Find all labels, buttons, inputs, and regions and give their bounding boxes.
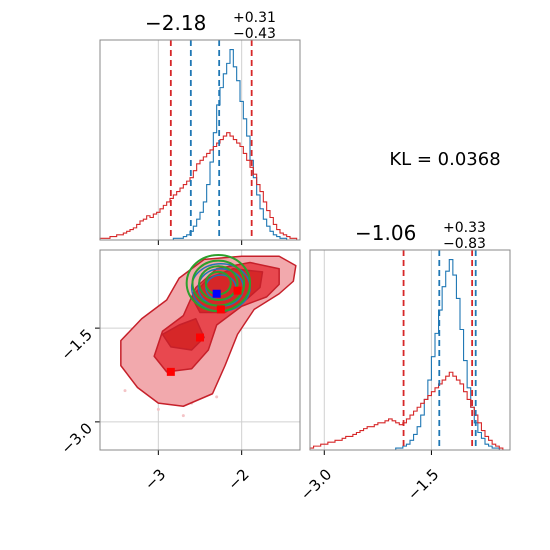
joint-y-tick-label: −3.0	[58, 419, 96, 457]
joint-sample-point	[156, 407, 160, 411]
y-marginal-title-minus: −0.83	[443, 236, 486, 252]
x-marginal-hist-series-1	[99, 132, 300, 241]
joint-red-marker	[233, 286, 242, 295]
joint-sample-point	[181, 414, 185, 418]
joint-frame	[99, 249, 301, 451]
x-marginal-title-minus: −0.43	[233, 26, 276, 42]
x-marginal-frame	[99, 39, 301, 241]
joint-red-marker	[196, 333, 204, 342]
y-marginal-hist-series-1	[309, 371, 510, 451]
y-marginal-title: −1.06	[355, 221, 416, 245]
joint-blue-marker	[212, 289, 221, 298]
joint-sample-point	[215, 395, 219, 399]
joint-x-tick-label: −3	[141, 465, 169, 493]
kl-annotation: KL = 0.0368	[389, 149, 500, 170]
y-marginal-tick-label: −1.5	[404, 465, 442, 503]
y-marginal-frame	[309, 249, 511, 451]
x-marginal-title: −2.18	[145, 11, 206, 35]
joint-red-marker	[216, 305, 225, 314]
y-marginal-tick-label: −3.0	[297, 465, 335, 503]
joint-red-marker	[166, 367, 175, 376]
joint-sample-point	[123, 389, 127, 393]
y-marginal-title-plus: +0.33	[443, 220, 486, 236]
x-marginal-title-plus: +0.31	[233, 10, 276, 26]
joint-y-tick-label: −1.5	[58, 325, 96, 363]
joint-green-contour	[198, 265, 239, 301]
joint-contour-inner-lower	[161, 318, 205, 351]
joint-x-tick-label: −2	[224, 465, 252, 493]
y-marginal-hist-series-0	[310, 258, 510, 451]
